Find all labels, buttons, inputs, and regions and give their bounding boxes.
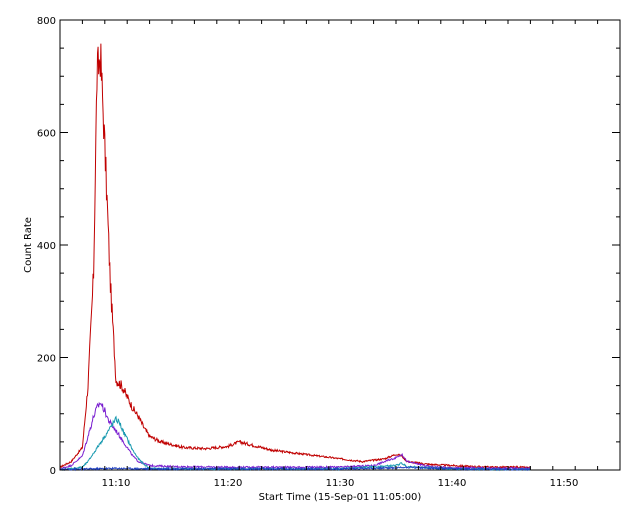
x-tick-label: 11:50 bbox=[550, 478, 579, 489]
x-axis-label: Start Time (15-Sep-01 11:05:00) bbox=[259, 492, 422, 503]
x-tick-label: 11:20 bbox=[214, 478, 243, 489]
y-tick-label: 400 bbox=[37, 241, 56, 252]
series-line-1 bbox=[59, 401, 531, 471]
series-line-0 bbox=[59, 43, 531, 470]
series-line-2 bbox=[59, 415, 531, 472]
y-tick-label: 600 bbox=[37, 129, 56, 140]
series-line-3 bbox=[59, 465, 531, 472]
y-axis-label: Count Rate bbox=[23, 217, 34, 273]
y-tick-label: 800 bbox=[37, 16, 56, 27]
series-layer bbox=[59, 43, 531, 472]
x-tick-label: 11:40 bbox=[438, 478, 467, 489]
plot-frame bbox=[59, 19, 621, 471]
x-tick-label: 11:30 bbox=[326, 478, 355, 489]
y-tick-label: 200 bbox=[37, 354, 56, 365]
x-tick-label: 11:10 bbox=[102, 478, 131, 489]
y-tick-label: 0 bbox=[50, 466, 56, 477]
ticks-layer: 11:10 11:20 11:30 11:40 11:50 0 200 400 600 800 bbox=[37, 16, 621, 489]
